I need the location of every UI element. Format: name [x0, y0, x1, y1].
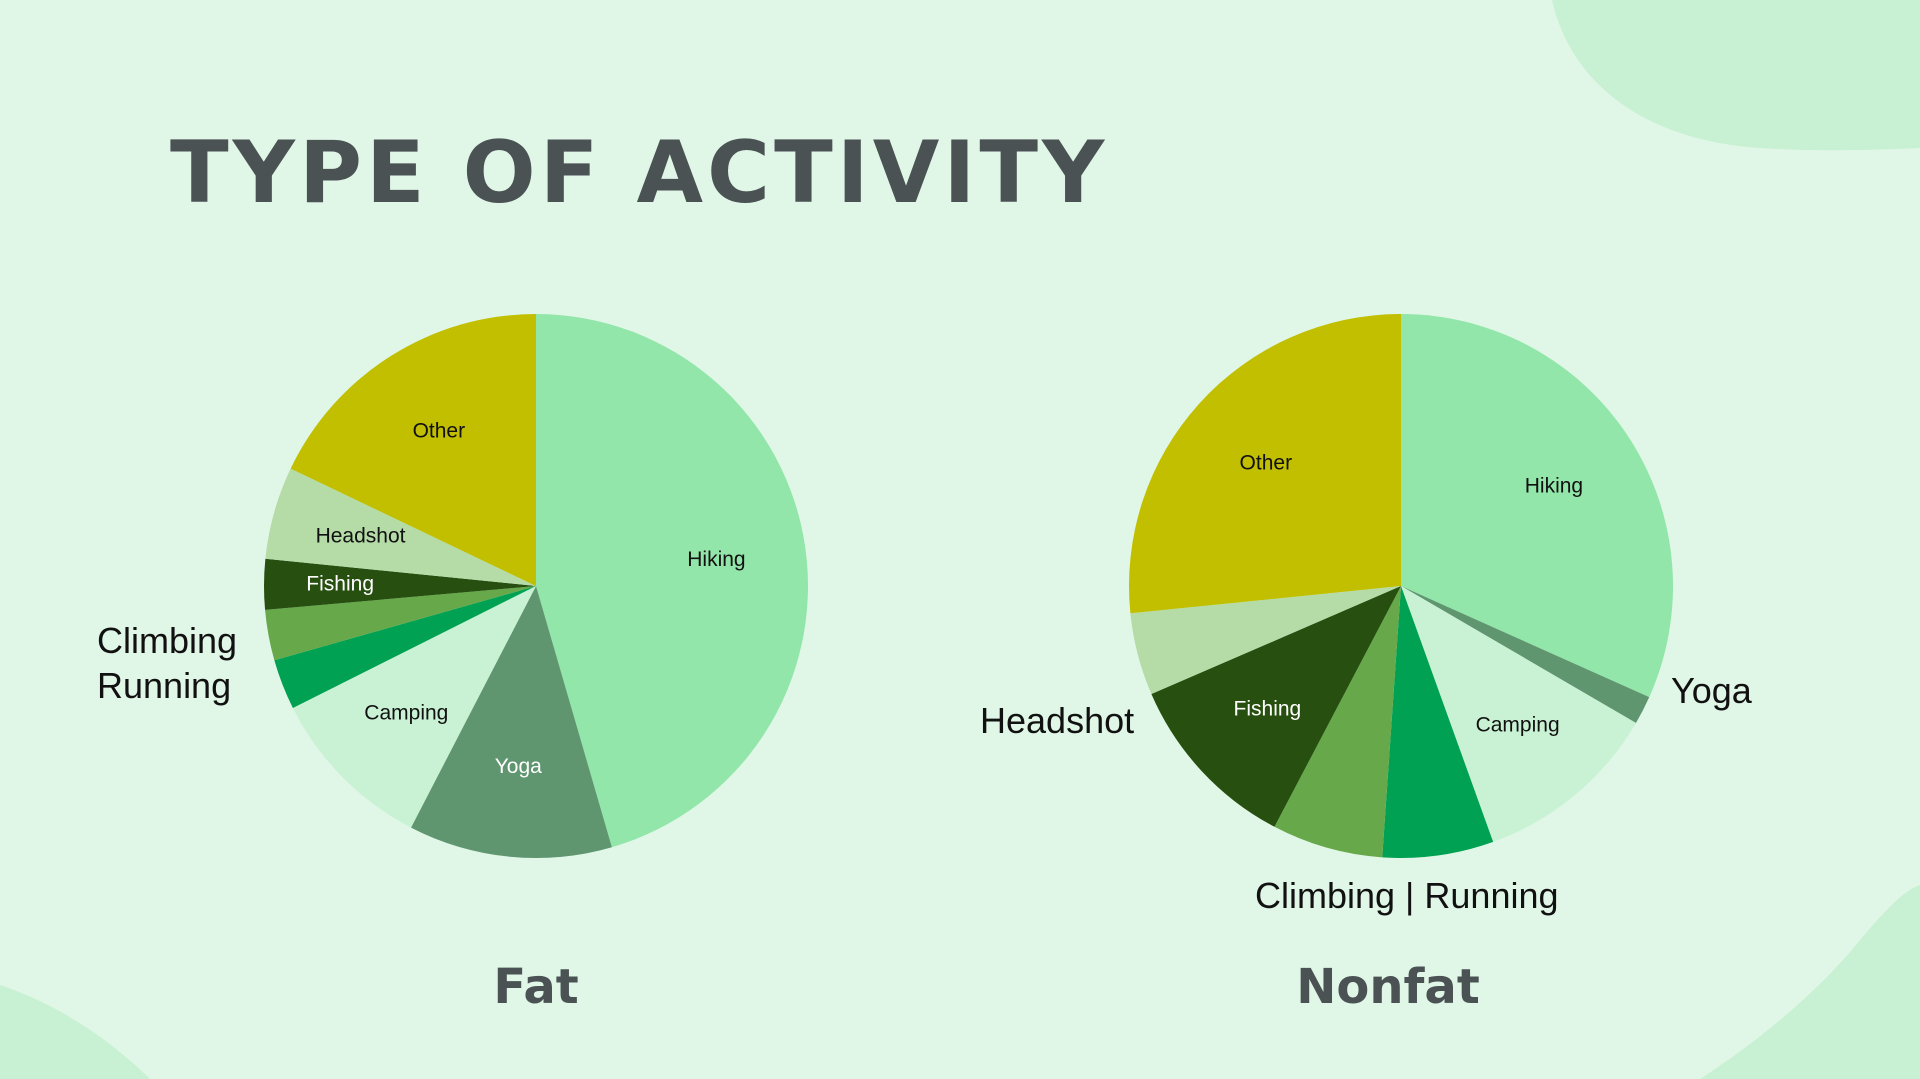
chart-caption-nonfat: Nonfat [1296, 959, 1480, 1015]
pie-label-camping: Camping [1476, 714, 1560, 737]
pie-slice-climbing [1274, 586, 1401, 858]
external-label-climbing-running: Climbing | Running [1255, 875, 1559, 916]
pie-slice-running [274, 586, 536, 708]
blob-bottom-right [1700, 885, 1920, 1079]
pie-label-headshot: Headshot [316, 524, 406, 547]
pie-label-hiking: Hiking [1525, 474, 1583, 497]
external-label-running: Running [97, 665, 232, 706]
pie-label-fishing: Fishing [1234, 697, 1302, 720]
external-label-yoga: Yoga [1671, 670, 1752, 711]
chart-caption-fat: Fat [493, 959, 579, 1015]
pie-chart-nonfat: Hiking Camping Fishing Other [1129, 314, 1673, 858]
pie-slice-other [1129, 314, 1401, 614]
pie-slice-running [1382, 586, 1494, 858]
pie-slice-climbing [265, 586, 536, 661]
pie-slice-yoga [410, 586, 612, 859]
pie-chart-fat: Hiking Yoga Camping Fishing Headshot Other [264, 314, 809, 859]
pie-label-other: Other [1240, 451, 1293, 474]
pie-slice-fishing [1151, 586, 1401, 827]
blob-bottom-left [0, 985, 150, 1079]
external-label-headshot: Headshot [980, 700, 1135, 741]
pie-slice-camping [292, 586, 536, 828]
pie-slice-other [290, 314, 536, 586]
pie-slice-headshot [1130, 586, 1401, 695]
external-label-climbing: Climbing [97, 620, 238, 661]
pie-label-yoga: Yoga [495, 755, 542, 778]
blob-top-right [1552, 0, 1920, 151]
pie-label-camping: Camping [364, 702, 448, 725]
pie-slice-camping [1401, 586, 1636, 842]
pie-slice-hiking [1401, 314, 1673, 698]
pie-slice-headshot [265, 468, 536, 586]
pie-label-fishing: Fishing [306, 572, 374, 595]
pie-slice-fishing [264, 558, 536, 610]
pie-label-other: Other [413, 419, 466, 442]
pie-slice-yoga [1401, 586, 1650, 723]
slide-title: TYPE OF ACTIVITY [170, 123, 1109, 223]
pie-label-hiking: Hiking [687, 548, 745, 571]
pie-slice-hiking [536, 314, 809, 848]
